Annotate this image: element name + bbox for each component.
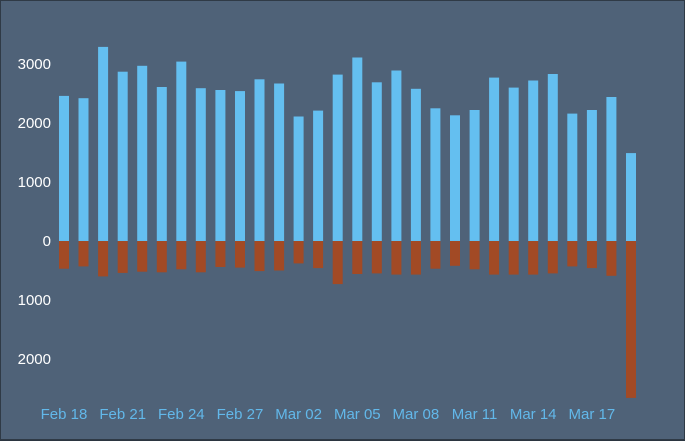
positive-bar-feb-27 (235, 91, 245, 241)
negative-bar-feb-22 (137, 241, 148, 272)
bars-layer (59, 46, 636, 398)
negative-bar-mar-15 (547, 241, 558, 274)
x-tick-label: Feb 21 (99, 406, 146, 423)
negative-bar-mar-17 (586, 241, 597, 269)
positive-bar-mar-06 (371, 82, 382, 241)
negative-bar-feb-18 (59, 241, 69, 269)
positive-bar-mar-02 (293, 116, 304, 241)
positive-bar-mar-16 (567, 113, 578, 241)
x-tick-label: Mar 02 (275, 406, 322, 423)
positive-bar-feb-26 (215, 90, 226, 241)
positive-bar-feb-22 (137, 65, 148, 241)
negative-bar-mar-14 (528, 241, 539, 275)
positive-bar-mar-18 (606, 97, 617, 241)
positive-bar-feb-21 (117, 71, 128, 241)
y-tick-label: 3000 (18, 56, 51, 73)
positive-bar-mar-07 (391, 70, 402, 241)
y-axis-ticks: 3000 2000 1000 0 1000 2000 (18, 56, 51, 368)
positive-bar-mar-10 (450, 115, 460, 241)
negative-bar-mar-18 (606, 241, 617, 276)
negative-bar-mar-01 (274, 241, 285, 271)
positive-bar-feb-24 (176, 61, 187, 241)
negative-bar-mar-06 (371, 241, 382, 274)
y-tick-label: 2000 (18, 115, 51, 132)
negative-bar-feb-24 (176, 241, 187, 270)
negative-bar-mar-12 (489, 241, 500, 275)
negative-bar-mar-02 (293, 241, 304, 264)
negative-bar-mar-19 (626, 241, 636, 398)
negative-bar-mar-05 (352, 241, 363, 274)
x-axis-ticks: Feb 18 Feb 21 Feb 24 Feb 27 Mar 02 Mar 05 Mar … (41, 406, 616, 423)
positive-bar-mar-17 (586, 110, 597, 241)
negative-bar-mar-09 (430, 241, 441, 269)
negative-bar-mar-11 (469, 241, 480, 270)
positive-bar-mar-15 (547, 74, 558, 241)
positive-bar-feb-28 (254, 79, 265, 241)
negative-bar-feb-27 (235, 241, 245, 268)
negative-bar-mar-03 (313, 241, 324, 269)
x-tick-label: Feb 27 (217, 406, 264, 423)
x-tick-label: Feb 24 (158, 406, 205, 423)
x-tick-label: Feb 18 (41, 406, 88, 423)
negative-bar-mar-10 (450, 241, 460, 266)
positive-bar-feb-19 (78, 98, 89, 241)
negative-bar-feb-25 (195, 241, 206, 273)
positive-bar-mar-14 (528, 80, 539, 241)
negative-bar-mar-16 (567, 241, 578, 267)
positive-bar-mar-03 (313, 110, 324, 241)
negative-bar-feb-19 (78, 241, 89, 267)
y-tick-label: 1000 (18, 292, 51, 309)
positive-bar-feb-18 (59, 95, 69, 242)
positive-bar-mar-19 (626, 153, 636, 241)
negative-bar-feb-28 (254, 241, 265, 272)
positive-bar-mar-04 (332, 74, 343, 241)
positive-bar-feb-23 (156, 87, 167, 241)
positive-bar-mar-13 (508, 87, 519, 241)
x-tick-label: Mar 14 (510, 406, 557, 423)
positive-bar-mar-01 (274, 83, 285, 241)
negative-bar-mar-04 (332, 241, 343, 285)
y-tick-label: 2000 (18, 351, 51, 368)
negative-bar-mar-08 (410, 241, 421, 275)
negative-bar-mar-13 (508, 241, 519, 275)
positive-bar-mar-05 (352, 57, 363, 241)
y-tick-label: 0 (43, 233, 51, 250)
negative-bar-feb-23 (156, 241, 167, 273)
negative-bar-feb-20 (98, 241, 109, 277)
positive-bar-mar-11 (469, 110, 480, 241)
x-tick-label: Mar 08 (393, 406, 440, 423)
negative-bar-mar-07 (391, 241, 402, 275)
y-tick-label: 1000 (18, 174, 51, 191)
positive-bar-mar-12 (489, 77, 500, 241)
x-tick-label: Mar 11 (452, 406, 498, 423)
negative-bar-feb-21 (117, 241, 128, 273)
x-tick-label: Mar 17 (569, 406, 616, 423)
positive-bar-feb-20 (98, 46, 109, 242)
positive-bar-mar-08 (410, 88, 421, 241)
positive-bar-feb-25 (195, 88, 206, 241)
x-tick-label: Mar 05 (334, 406, 381, 423)
positive-bar-mar-09 (430, 108, 441, 242)
negative-bar-feb-26 (215, 241, 226, 267)
